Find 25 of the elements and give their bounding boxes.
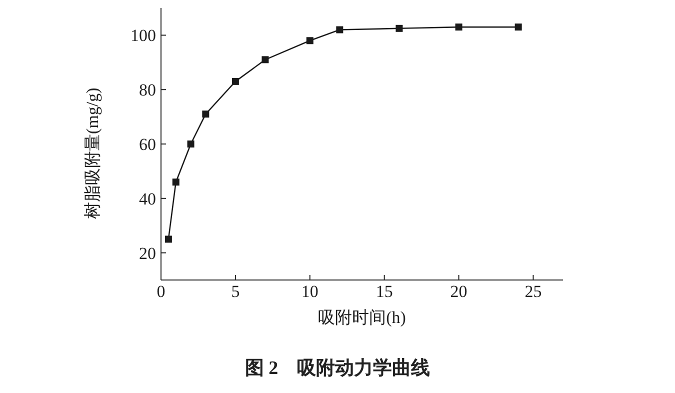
point [306, 37, 314, 44]
point [202, 110, 210, 118]
point [336, 26, 344, 34]
point [164, 236, 172, 243]
x-tick-label: 25 [524, 282, 542, 302]
y-tick-label: 60 [139, 135, 156, 154]
y-tick-label: 40 [139, 189, 156, 208]
caption: 图 2 吸附动力学曲线 [244, 357, 432, 381]
x-tick-label: 20 [450, 282, 468, 302]
point [514, 24, 522, 31]
point [187, 140, 194, 148]
x-tick-label: 15 [376, 282, 393, 302]
y-tick-label: 20 [139, 244, 156, 263]
point [232, 78, 239, 85]
point [172, 178, 180, 186]
x-tick-label: 10 [301, 282, 318, 302]
point [455, 24, 462, 31]
point [262, 56, 269, 64]
y-tick-label: 80 [139, 80, 156, 100]
point [396, 24, 403, 32]
x-axis-title: 吸附时间(h) [317, 307, 407, 329]
y-tick-label: 100 [130, 26, 156, 46]
y-axis-title: 树脂吸附量(mg/g) [83, 88, 102, 219]
x-tick-label: 5 [231, 282, 240, 302]
x-tick-label: 0 [156, 282, 166, 302]
